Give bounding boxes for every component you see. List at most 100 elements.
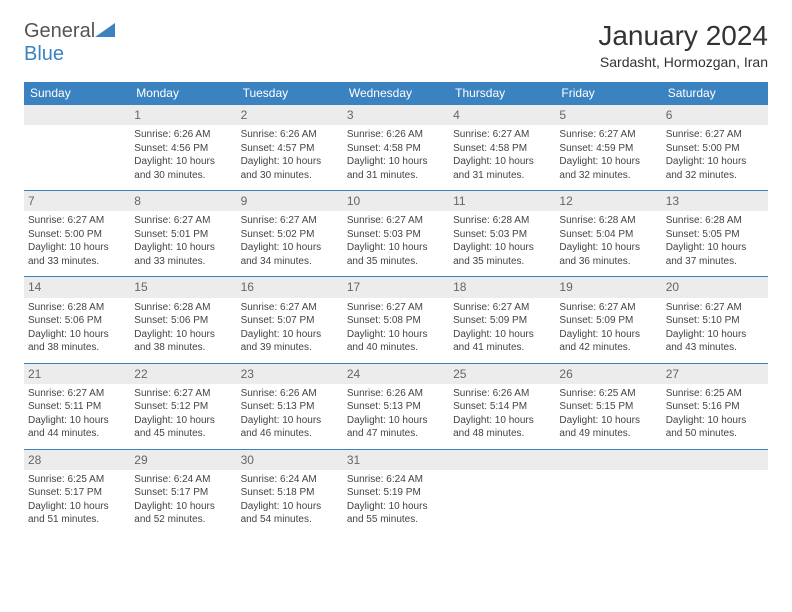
- day-detail-line: Sunrise: 6:24 AM: [134, 473, 232, 487]
- day-number: 5: [555, 105, 661, 125]
- day-number: 28: [24, 450, 130, 470]
- day-detail-line: Sunrise: 6:25 AM: [28, 473, 126, 487]
- day-number: 25: [449, 364, 555, 384]
- day-detail-line: Sunset: 5:10 PM: [666, 314, 764, 328]
- day-detail-line: and 36 minutes.: [559, 255, 657, 269]
- calendar-day-cell: 23Sunrise: 6:26 AMSunset: 5:13 PMDayligh…: [237, 363, 343, 449]
- calendar-day-cell: 21Sunrise: 6:27 AMSunset: 5:11 PMDayligh…: [24, 363, 130, 449]
- calendar-day-cell: 13Sunrise: 6:28 AMSunset: 5:05 PMDayligh…: [662, 191, 768, 277]
- day-detail-line: and 35 minutes.: [453, 255, 551, 269]
- day-detail-line: Sunset: 5:02 PM: [241, 228, 339, 242]
- day-detail-line: Sunrise: 6:27 AM: [347, 301, 445, 315]
- day-detail-line: and 44 minutes.: [28, 427, 126, 441]
- day-detail-line: Sunrise: 6:27 AM: [559, 128, 657, 142]
- calendar-day-cell: 15Sunrise: 6:28 AMSunset: 5:06 PMDayligh…: [130, 277, 236, 363]
- page-title: January 2024: [598, 20, 768, 52]
- day-detail-line: and 32 minutes.: [666, 169, 764, 183]
- day-detail-line: and 41 minutes.: [453, 341, 551, 355]
- calendar-day-cell: 10Sunrise: 6:27 AMSunset: 5:03 PMDayligh…: [343, 191, 449, 277]
- day-detail-line: Sunset: 5:07 PM: [241, 314, 339, 328]
- day-detail-line: and 35 minutes.: [347, 255, 445, 269]
- day-detail-line: Daylight: 10 hours: [559, 155, 657, 169]
- day-detail-line: Daylight: 10 hours: [453, 328, 551, 342]
- day-detail-line: and 46 minutes.: [241, 427, 339, 441]
- logo-triangle-icon: [95, 23, 115, 37]
- day-number: 6: [662, 105, 768, 125]
- calendar-day-cell: 29Sunrise: 6:24 AMSunset: 5:17 PMDayligh…: [130, 449, 236, 535]
- day-detail-line: Sunrise: 6:28 AM: [666, 214, 764, 228]
- day-detail-line: Sunset: 5:00 PM: [28, 228, 126, 242]
- calendar-day-cell: [24, 105, 130, 191]
- day-detail-line: and 55 minutes.: [347, 513, 445, 527]
- calendar-day-cell: [555, 449, 661, 535]
- day-detail-line: Daylight: 10 hours: [134, 155, 232, 169]
- day-detail-line: Sunset: 5:05 PM: [666, 228, 764, 242]
- day-number: 15: [130, 277, 236, 297]
- calendar-day-cell: 27Sunrise: 6:25 AMSunset: 5:16 PMDayligh…: [662, 363, 768, 449]
- calendar-week-row: 14Sunrise: 6:28 AMSunset: 5:06 PMDayligh…: [24, 277, 768, 363]
- day-number: 17: [343, 277, 449, 297]
- day-detail-line: Daylight: 10 hours: [666, 328, 764, 342]
- day-detail-line: Sunset: 5:09 PM: [453, 314, 551, 328]
- day-number: 31: [343, 450, 449, 470]
- day-detail-line: and 31 minutes.: [453, 169, 551, 183]
- day-detail-line: Daylight: 10 hours: [347, 500, 445, 514]
- weekday-header: Saturday: [662, 82, 768, 105]
- day-detail-line: and 32 minutes.: [559, 169, 657, 183]
- day-number: 22: [130, 364, 236, 384]
- day-detail-line: Daylight: 10 hours: [453, 414, 551, 428]
- day-detail-line: Daylight: 10 hours: [453, 155, 551, 169]
- day-detail-line: and 30 minutes.: [134, 169, 232, 183]
- calendar-day-cell: 2Sunrise: 6:26 AMSunset: 4:57 PMDaylight…: [237, 105, 343, 191]
- calendar-day-cell: 30Sunrise: 6:24 AMSunset: 5:18 PMDayligh…: [237, 449, 343, 535]
- day-detail-line: Sunrise: 6:27 AM: [453, 128, 551, 142]
- calendar-day-cell: 16Sunrise: 6:27 AMSunset: 5:07 PMDayligh…: [237, 277, 343, 363]
- day-detail-line: Daylight: 10 hours: [347, 155, 445, 169]
- header: General Blue January 2024 Sardasht, Horm…: [24, 20, 768, 70]
- day-detail-line: Daylight: 10 hours: [241, 241, 339, 255]
- day-number: 7: [24, 191, 130, 211]
- day-number: 24: [343, 364, 449, 384]
- day-number: 23: [237, 364, 343, 384]
- day-detail-line: Sunrise: 6:27 AM: [453, 301, 551, 315]
- day-detail-line: Daylight: 10 hours: [453, 241, 551, 255]
- day-detail-line: Sunset: 4:58 PM: [453, 142, 551, 156]
- calendar-day-cell: 20Sunrise: 6:27 AMSunset: 5:10 PMDayligh…: [662, 277, 768, 363]
- day-detail-line: Sunset: 5:03 PM: [347, 228, 445, 242]
- day-detail-line: Daylight: 10 hours: [241, 155, 339, 169]
- day-detail-line: Daylight: 10 hours: [28, 328, 126, 342]
- day-detail-line: Sunrise: 6:27 AM: [666, 128, 764, 142]
- day-detail-line: Sunset: 5:14 PM: [453, 400, 551, 414]
- day-detail-line: Sunset: 4:58 PM: [347, 142, 445, 156]
- day-detail-line: Sunset: 5:17 PM: [28, 486, 126, 500]
- calendar-day-cell: 11Sunrise: 6:28 AMSunset: 5:03 PMDayligh…: [449, 191, 555, 277]
- day-detail-line: Daylight: 10 hours: [134, 328, 232, 342]
- day-detail-line: Sunset: 5:08 PM: [347, 314, 445, 328]
- day-detail-line: and 34 minutes.: [241, 255, 339, 269]
- day-detail-line: Daylight: 10 hours: [134, 414, 232, 428]
- logo-word-2: Blue: [24, 43, 64, 65]
- day-number-empty: [662, 450, 768, 470]
- day-number: 19: [555, 277, 661, 297]
- weekday-header: Friday: [555, 82, 661, 105]
- calendar-day-cell: 8Sunrise: 6:27 AMSunset: 5:01 PMDaylight…: [130, 191, 236, 277]
- day-detail-line: Sunrise: 6:28 AM: [28, 301, 126, 315]
- day-detail-line: Sunrise: 6:25 AM: [559, 387, 657, 401]
- day-number: 18: [449, 277, 555, 297]
- day-detail-line: Sunrise: 6:27 AM: [241, 214, 339, 228]
- calendar-day-cell: 5 Sunrise: 6:27 AMSunset: 4:59 PMDaylight…: [555, 105, 661, 191]
- day-detail-line: Daylight: 10 hours: [28, 500, 126, 514]
- day-detail-line: and 43 minutes.: [666, 341, 764, 355]
- day-detail-line: Sunrise: 6:26 AM: [241, 387, 339, 401]
- day-detail-line: Sunset: 4:59 PM: [559, 142, 657, 156]
- calendar-week-row: 28Sunrise: 6:25 AMSunset: 5:17 PMDayligh…: [24, 449, 768, 535]
- day-detail-line: Sunrise: 6:26 AM: [453, 387, 551, 401]
- calendar-day-cell: 6Sunrise: 6:27 AMSunset: 5:00 PMDaylight…: [662, 105, 768, 191]
- day-detail-line: and 30 minutes.: [241, 169, 339, 183]
- day-detail-line: Sunset: 5:15 PM: [559, 400, 657, 414]
- day-detail-line: and 51 minutes.: [28, 513, 126, 527]
- day-detail-line: and 48 minutes.: [453, 427, 551, 441]
- calendar-day-cell: 22Sunrise: 6:27 AMSunset: 5:12 PMDayligh…: [130, 363, 236, 449]
- calendar-day-cell: 19Sunrise: 6:27 AMSunset: 5:09 PMDayligh…: [555, 277, 661, 363]
- day-detail-line: Sunset: 5:17 PM: [134, 486, 232, 500]
